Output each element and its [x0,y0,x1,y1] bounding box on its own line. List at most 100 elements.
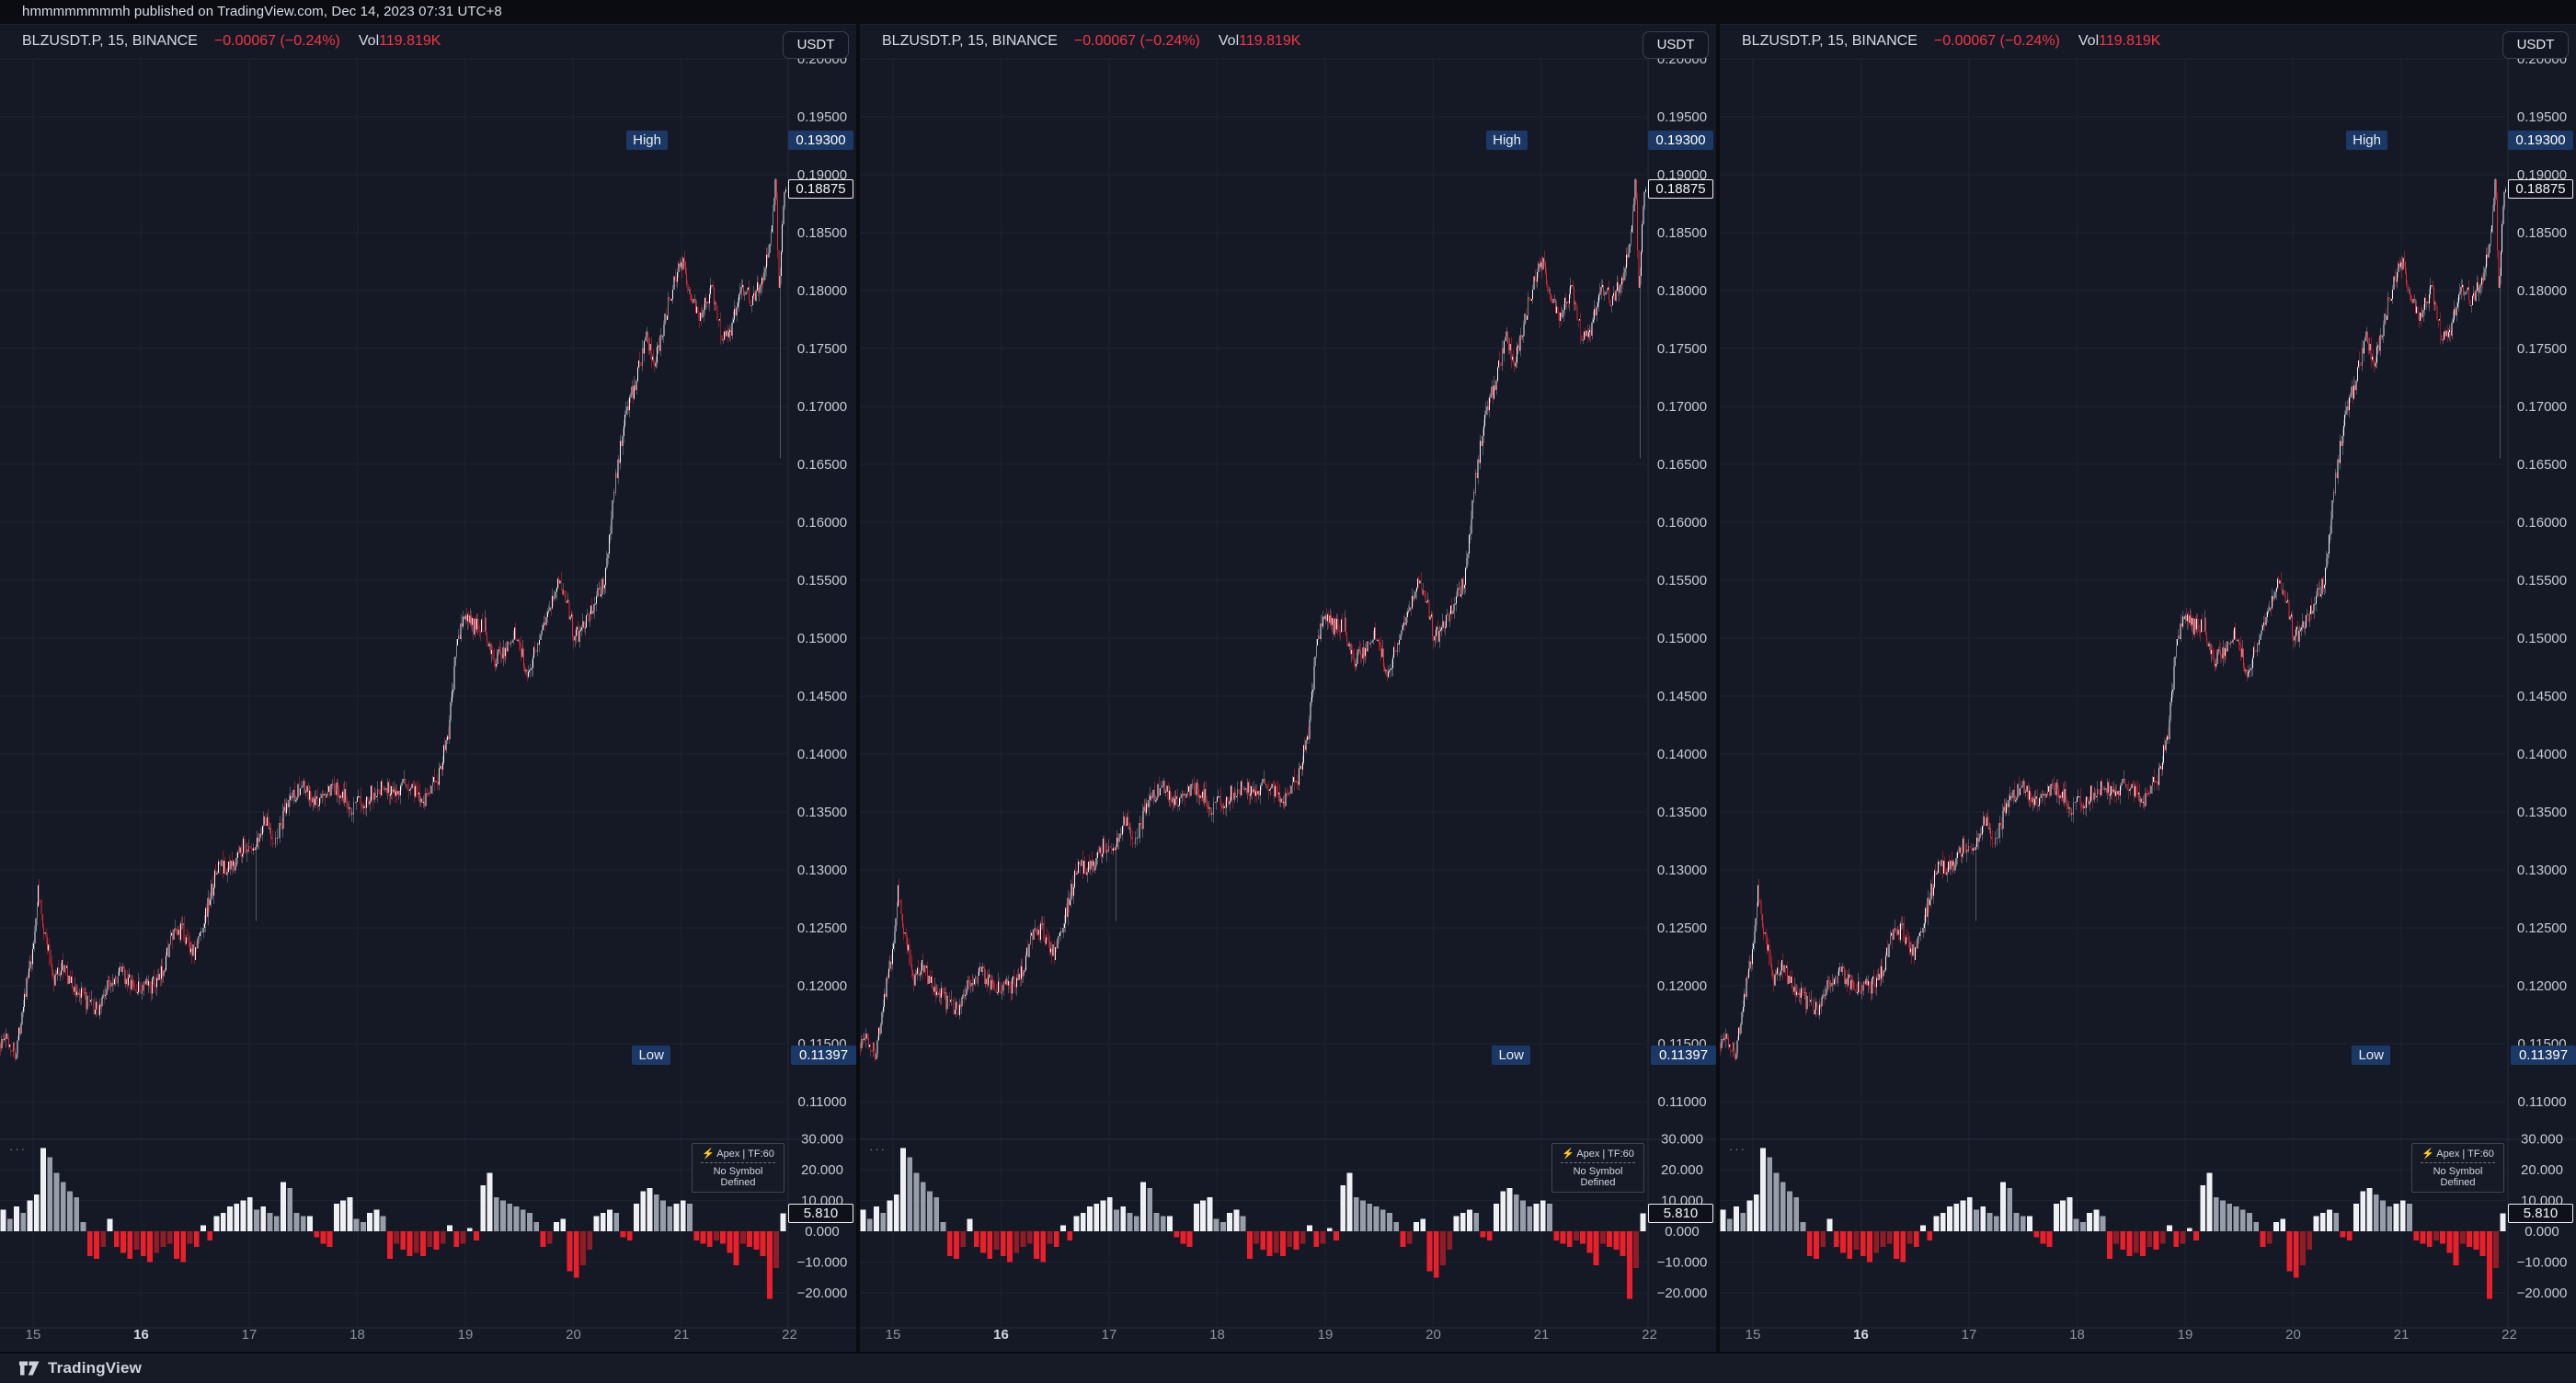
svg-text:17: 17 [1962,1327,1977,1343]
svg-text:16: 16 [1853,1327,1869,1343]
last-price-label: 0.18875 [1648,179,1713,200]
svg-text:21: 21 [674,1327,690,1343]
svg-text:0.17500: 0.17500 [1657,341,1707,357]
svg-text:17: 17 [1102,1327,1117,1343]
svg-text:0.17000: 0.17000 [797,399,847,415]
svg-text:−20.000: −20.000 [1657,1286,1708,1301]
indicator-menu-ellipsis[interactable]: ··· [1729,1142,1746,1156]
svg-text:0.19000: 0.19000 [2517,167,2567,183]
indicator-legend[interactable]: ⚡ Apex | TF:60 No Symbol Defined [1551,1143,1644,1193]
indicator-title: ⚡ Apex | TF:60 [1562,1149,1634,1160]
svg-text:17: 17 [242,1327,258,1343]
svg-text:0.16500: 0.16500 [1657,457,1707,473]
svg-text:0.11000: 0.11000 [797,1094,846,1110]
volume-value: 119.819K [379,33,441,49]
chart-legend[interactable]: BLZUSDT.P, 15, BINANCE −0.00067 (−0.24%)… [860,25,1716,58]
lightning-icon: ⚡ [2421,1149,2434,1160]
tradingview-logo-icon[interactable] [18,1360,40,1377]
svg-text:0.19500: 0.19500 [797,109,847,125]
svg-text:19: 19 [1318,1327,1334,1343]
svg-text:0.000: 0.000 [2524,1224,2559,1240]
svg-text:0.12500: 0.12500 [1657,920,1707,936]
indicator-status: No Symbol Defined [713,1166,763,1188]
svg-text:0.14000: 0.14000 [2517,747,2567,762]
last-price-label: 0.18875 [788,179,853,200]
candlestick-chart[interactable]: 0.200000.195000.190000.185000.180000.175… [1720,25,2576,1353]
svg-text:0.15500: 0.15500 [797,573,847,589]
indicator-menu-ellipsis[interactable]: ··· [869,1142,887,1156]
indicator-title: ⚡ Apex | TF:60 [702,1149,774,1160]
low-value: 0.11397 [1651,1046,1716,1066]
indicator-legend[interactable]: ⚡ Apex | TF:60 No Symbol Defined [2411,1143,2504,1193]
svg-text:0.15000: 0.15000 [1657,631,1707,646]
currency-toggle-button[interactable]: USDT [783,31,849,59]
svg-text:20.000: 20.000 [801,1162,843,1178]
svg-text:−10.000: −10.000 [797,1255,848,1271]
divider [701,1162,775,1163]
symbol-title: BLZUSDT.P, 15, BINANCE [1742,33,1918,49]
svg-text:0.12000: 0.12000 [1657,978,1707,994]
svg-text:0.18000: 0.18000 [2517,283,2567,299]
svg-text:20: 20 [2285,1327,2301,1343]
indicator-legend[interactable]: ⚡ Apex | TF:60 No Symbol Defined [692,1143,784,1193]
price-change: −0.00067 (−0.24%) [1933,33,2060,49]
svg-text:0.16500: 0.16500 [2517,457,2567,473]
high-label: High [1486,130,1528,150]
indicator-title: ⚡ Apex | TF:60 [2421,1149,2494,1160]
svg-text:20: 20 [566,1327,581,1343]
svg-text:0.15000: 0.15000 [797,631,847,646]
lightning-icon: ⚡ [1562,1149,1574,1160]
indicator-menu-ellipsis[interactable]: ··· [9,1142,27,1156]
svg-text:0.11000: 0.11000 [2517,1094,2566,1110]
volume-label: Vol [1218,33,1240,49]
charts-row: 0.20000 0.19500 0.19000 0.18500 0.18000 0.175… [0,24,2576,1352]
indicator-status: No Symbol Defined [1573,1166,1623,1188]
svg-text:0.17500: 0.17500 [2517,341,2567,357]
svg-text:0.18500: 0.18500 [797,225,847,241]
chart-panel-3: 0.20000 0.19500 0.19000 0.18500 0.18000 0.175… [1720,24,2576,1352]
currency-toggle-button[interactable]: USDT [1643,31,1709,59]
chart-legend[interactable]: BLZUSDT.P, 15, BINANCE −0.00067 (−0.24%)… [1720,25,2576,58]
svg-text:16: 16 [993,1327,1009,1343]
svg-text:0.14500: 0.14500 [1657,689,1707,704]
svg-text:22: 22 [2502,1327,2517,1343]
low-value: 0.11397 [791,1046,856,1066]
currency-toggle-button[interactable]: USDT [2502,31,2569,59]
svg-text:0.15000: 0.15000 [2517,631,2567,646]
price-change: −0.00067 (−0.24%) [213,33,340,49]
svg-text:21: 21 [2394,1327,2410,1343]
svg-text:0.16500: 0.16500 [797,457,847,473]
svg-text:0.18000: 0.18000 [1657,283,1707,299]
indicator-value-label: 5.810 [1648,1204,1713,1224]
indicator-status: No Symbol Defined [2433,1166,2483,1188]
volume-value: 119.819K [2099,33,2161,49]
svg-text:−20.000: −20.000 [797,1286,848,1301]
price-change: −0.00067 (−0.24%) [1073,33,1200,49]
svg-text:0.16000: 0.16000 [2517,515,2567,531]
svg-text:21: 21 [1534,1327,1550,1343]
svg-text:0.17500: 0.17500 [797,341,847,357]
chart-panel-2: 0.20000 0.19500 0.19000 0.18500 0.18000 0.175… [860,24,1716,1352]
chart-legend[interactable]: BLZUSDT.P, 15, BINANCE −0.00067 (−0.24%)… [0,25,856,58]
svg-text:0.13500: 0.13500 [797,805,847,820]
lightning-icon: ⚡ [702,1149,715,1160]
svg-text:15: 15 [886,1327,901,1343]
svg-text:0.17000: 0.17000 [2517,399,2567,415]
svg-text:30.000: 30.000 [801,1132,843,1148]
candlestick-chart[interactable]: 0.200000.195000.190000.185000.180000.175… [0,25,856,1353]
tradingview-brand-text[interactable]: TradingView [48,1359,143,1377]
high-value: 0.19300 [2508,130,2573,150]
indicator-value-label: 5.810 [2508,1204,2573,1224]
svg-text:20: 20 [1425,1327,1441,1343]
high-label: High [2346,130,2387,150]
volume-value: 119.819K [1239,33,1301,49]
indicator-value-label: 5.810 [788,1204,853,1224]
svg-text:20.000: 20.000 [1661,1162,1703,1178]
published-bar: hmmmmmmmmh published on TradingView.com,… [0,0,2576,24]
divider [2421,1162,2495,1163]
svg-text:0.14000: 0.14000 [1657,747,1707,762]
svg-text:−20.000: −20.000 [2517,1286,2568,1301]
svg-text:22: 22 [782,1327,797,1343]
svg-text:0.12500: 0.12500 [797,920,847,936]
svg-text:0.19500: 0.19500 [2517,109,2567,125]
